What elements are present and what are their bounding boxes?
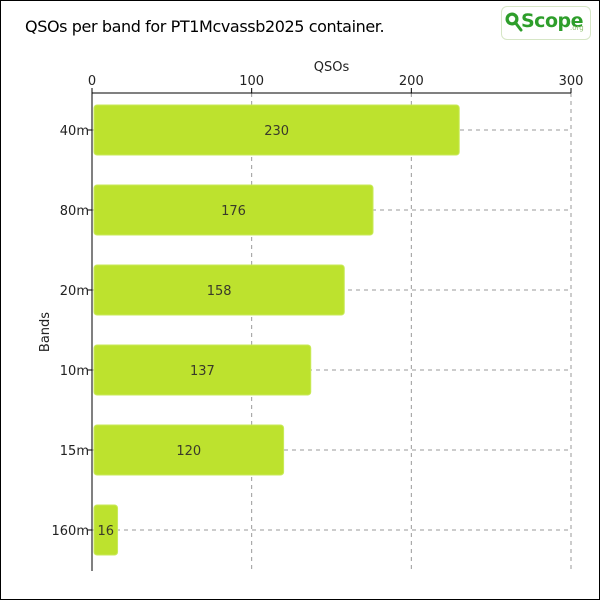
bar-10m [93,344,312,396]
bar-value-label: 16 [97,524,114,539]
bar-value-label: 230 [264,124,289,139]
y-tick-label: 80m [60,204,89,219]
y-tick-label: 160m [52,524,89,539]
bar-15m [93,424,285,476]
y-axis-label: Bands [38,312,53,352]
y-tick-label: 15m [60,444,89,459]
bar-20m [93,264,345,316]
x-tick-label: 200 [399,74,424,89]
bar-80m [93,184,374,236]
y-tick-label: 10m [60,364,89,379]
y-tick-label: 40m [60,124,89,139]
grid-lines [92,93,572,571]
logo-subtext: .org [570,24,584,32]
x-axis-label: QSOs [314,60,350,75]
axes: 0 100 200 300 40m 80m 20m 10m 15m 160m [52,74,584,571]
chart-title: QSOs per band for PT1Mcvassb2025 contain… [25,17,385,36]
y-tick-label: 20m [60,284,89,299]
bar-value-label: 176 [221,204,246,219]
qscope-logo: Scope .org [501,6,591,40]
x-tick-label: 100 [239,74,264,89]
bar-value-label: 120 [176,444,201,459]
x-tick-label: 300 [559,74,584,89]
bars: 230 176 158 137 120 16 [93,104,460,556]
bar-160m [93,504,119,556]
magnifier-q-icon [505,12,523,32]
bar-value-label: 158 [207,284,232,299]
logo-text: Scope [521,10,584,32]
bar-value-label: 137 [190,364,215,379]
x-tick-label: 0 [88,74,96,89]
bar-40m [93,104,460,156]
